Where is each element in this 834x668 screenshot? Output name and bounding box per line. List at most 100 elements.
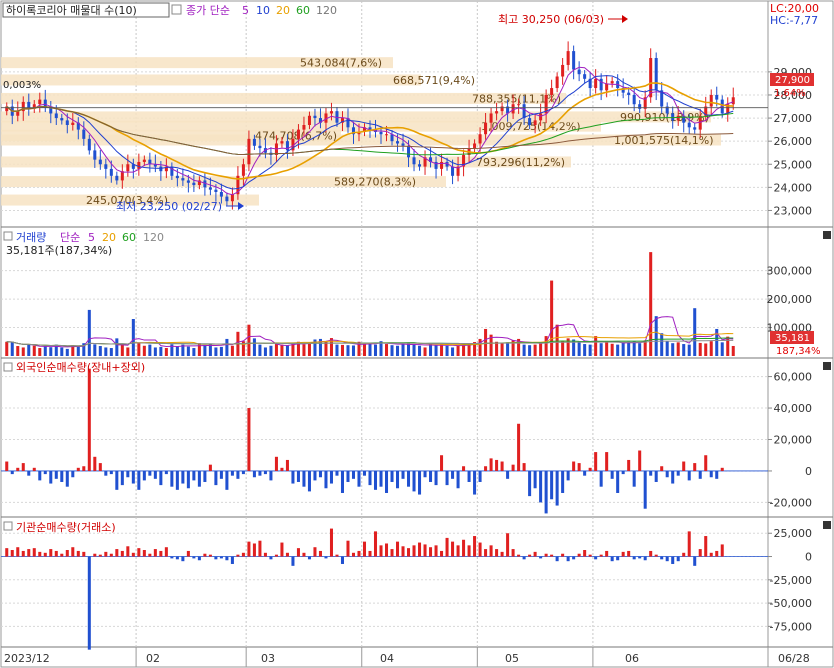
institution-bar [495,549,499,557]
foreign-bar [566,470,570,481]
institution-bars [1,528,768,650]
foreign-bar [54,470,58,479]
price-settings-icon[interactable] [171,4,182,15]
candle-body [60,118,64,121]
foreign-y-tick-label: -20,000 [770,496,812,509]
foreign-bar [318,470,322,478]
institution-settings-icon[interactable] [3,521,13,531]
price-title: 하이록코리아 매물대 수(10) [6,3,137,17]
foreign-close-icon[interactable] [823,362,831,370]
candle-body [285,141,289,151]
institution-bar [137,548,141,557]
volume-bar [340,344,344,356]
price-title-box [2,2,170,18]
volume-bar [159,346,163,356]
candle-body [115,175,119,181]
volume-bar [263,347,267,356]
foreign-bar [539,470,543,503]
institution-y-tick-label: -50,000 [770,597,812,610]
institution-bar [269,556,273,560]
institution-bar [32,548,36,557]
foreign-bar [181,470,185,484]
volume-bar [192,348,196,356]
volume-bar [197,343,201,356]
volume-bar [627,341,631,356]
candle-body [98,159,102,165]
candle-body [87,138,91,151]
candle-body [583,74,587,79]
institution-bar [478,542,482,557]
institution-bar [104,551,108,557]
volume-settings-icon[interactable] [3,231,13,241]
institution-bar [720,544,724,557]
volume-profile-band [1,120,601,132]
volume-bar [522,344,526,356]
candle-body [76,122,80,130]
candle-body [362,127,367,132]
institution-bar [434,545,438,557]
foreign-bar [269,470,273,481]
volume-bar [43,346,47,356]
volume-bar [550,280,554,356]
foreign-bar [280,467,284,471]
foreign-bar [137,470,141,490]
institution-bar [296,548,300,557]
institution-bar [511,549,515,557]
foreign-bar [704,455,708,471]
foreign-title: 외국인순매수량(장내+장외) [16,361,145,374]
volume-bar [269,345,273,356]
price-ma-line [6,82,734,180]
institution-bar [528,554,532,557]
institution-bar [27,549,31,557]
foreign-bar [495,459,499,471]
low-arrowhead [238,202,244,210]
foreign-bar [489,458,493,471]
foreign-settings-icon[interactable] [3,362,13,372]
foreign-bar [384,470,389,493]
volume-close-icon[interactable] [823,231,831,239]
volume-bar [698,342,702,356]
foreign-bar [153,470,157,479]
candle-body [175,175,179,179]
candle-body [445,161,449,167]
institution-bar [357,550,361,557]
candle-body [357,131,361,135]
volume-current-value: 35,181 [775,333,810,344]
foreign-bar [82,466,86,471]
foreign-y-tick-label: 0 [805,465,812,478]
institution-close-icon[interactable] [823,521,831,529]
volume-bar [401,344,405,356]
institution-bar [643,556,647,561]
candle-body [610,81,614,84]
institution-bar [329,528,333,557]
volume-bar [632,341,636,356]
candle-body [671,113,675,121]
volume-bar [621,342,625,356]
candle-body [693,127,697,130]
institution-bar [429,547,433,557]
institution-bar [561,553,565,557]
foreign-bar [148,470,152,476]
candle-body [324,113,328,123]
volume-bar [148,344,152,356]
volume-bar [54,344,58,356]
volume-bar [38,348,42,356]
institution-bar [418,542,422,557]
volume-bar [539,343,543,356]
candle-body [32,104,36,109]
candle-body [71,122,75,125]
volume-bar [478,338,482,356]
foreign-bar [87,368,91,471]
foreign-bar [214,470,218,486]
volume-bar [241,341,245,356]
candle-body [329,111,333,114]
foreign-bar [324,470,328,489]
volume-bar [115,338,119,356]
candle-body [109,168,113,176]
volume-bar [285,345,289,356]
volume-bar [654,316,658,356]
volume-bar [583,344,587,356]
candle-body [104,164,108,169]
volume-bar [462,344,466,356]
foreign-bar [43,470,47,475]
